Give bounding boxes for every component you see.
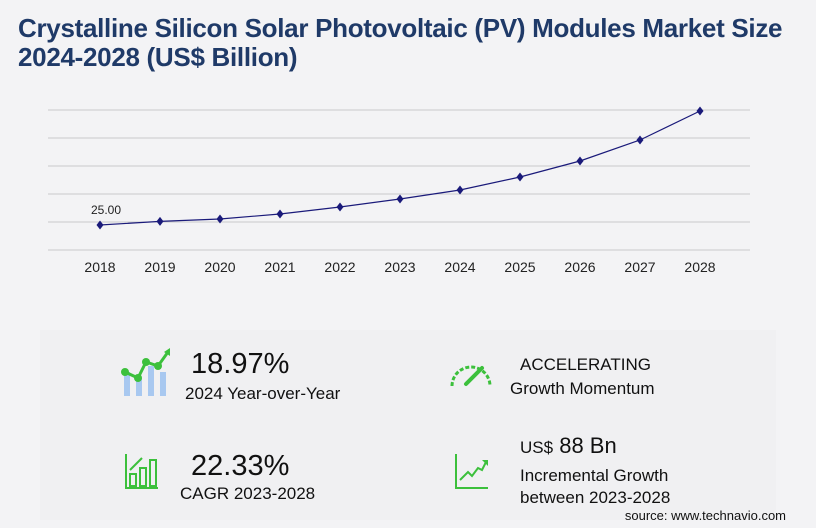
cagr-value: 22.33% — [191, 450, 290, 482]
data-label: 25.00 — [91, 203, 121, 217]
x-tick-label: 2023 — [384, 259, 415, 275]
x-tick-label: 2025 — [504, 259, 535, 275]
x-tick-label: 2022 — [324, 259, 355, 275]
growth-chart-icon — [121, 348, 170, 396]
incremental-label-2: between 2023-2028 — [520, 488, 671, 507]
data-point — [636, 135, 644, 145]
incremental-label-1: Incremental Growth — [520, 466, 669, 485]
x-tick-label: 2020 — [204, 259, 235, 275]
data-point — [516, 172, 524, 182]
data-point — [216, 214, 224, 224]
data-point — [276, 209, 284, 219]
incremental-amount: 88 Bn — [559, 433, 617, 458]
x-tick-label: 2024 — [444, 259, 475, 275]
x-tick-label: 2021 — [264, 259, 295, 275]
yoy-value: 18.97% — [191, 348, 290, 380]
yoy-label: 2024 Year-over-Year — [185, 384, 341, 403]
series-line — [99, 110, 701, 226]
momentum-label: Growth Momentum — [510, 379, 655, 398]
data-point — [336, 202, 344, 212]
data-point — [156, 216, 164, 226]
x-tick-label: 2027 — [624, 259, 655, 275]
trend-up-icon — [455, 454, 488, 489]
x-tick-label: 2018 — [84, 259, 115, 275]
data-point — [696, 106, 704, 116]
incremental-value: US$ 88 Bn — [520, 433, 617, 459]
data-point — [576, 156, 584, 166]
data-point — [456, 185, 464, 195]
x-tick-label: 2019 — [144, 259, 175, 275]
currency-prefix: US$ — [520, 438, 554, 457]
bar-growth-icon — [125, 454, 158, 489]
x-tick-label: 2028 — [684, 259, 715, 275]
chart-title: Crystalline Silicon Solar Photovoltaic (… — [18, 13, 783, 72]
data-point — [396, 194, 404, 204]
line-chart: 2018 25.00 2019 2020 2021 2022 2023 2024 2025 202… — [48, 106, 750, 275]
x-tick-label: 2026 — [564, 259, 595, 275]
momentum-value: ACCELERATING — [520, 355, 651, 374]
data-point — [96, 220, 104, 230]
cagr-label: CAGR 2023-2028 — [180, 484, 316, 503]
source-note: source: www.technavio.com — [624, 508, 786, 523]
speedometer-icon — [450, 365, 492, 387]
